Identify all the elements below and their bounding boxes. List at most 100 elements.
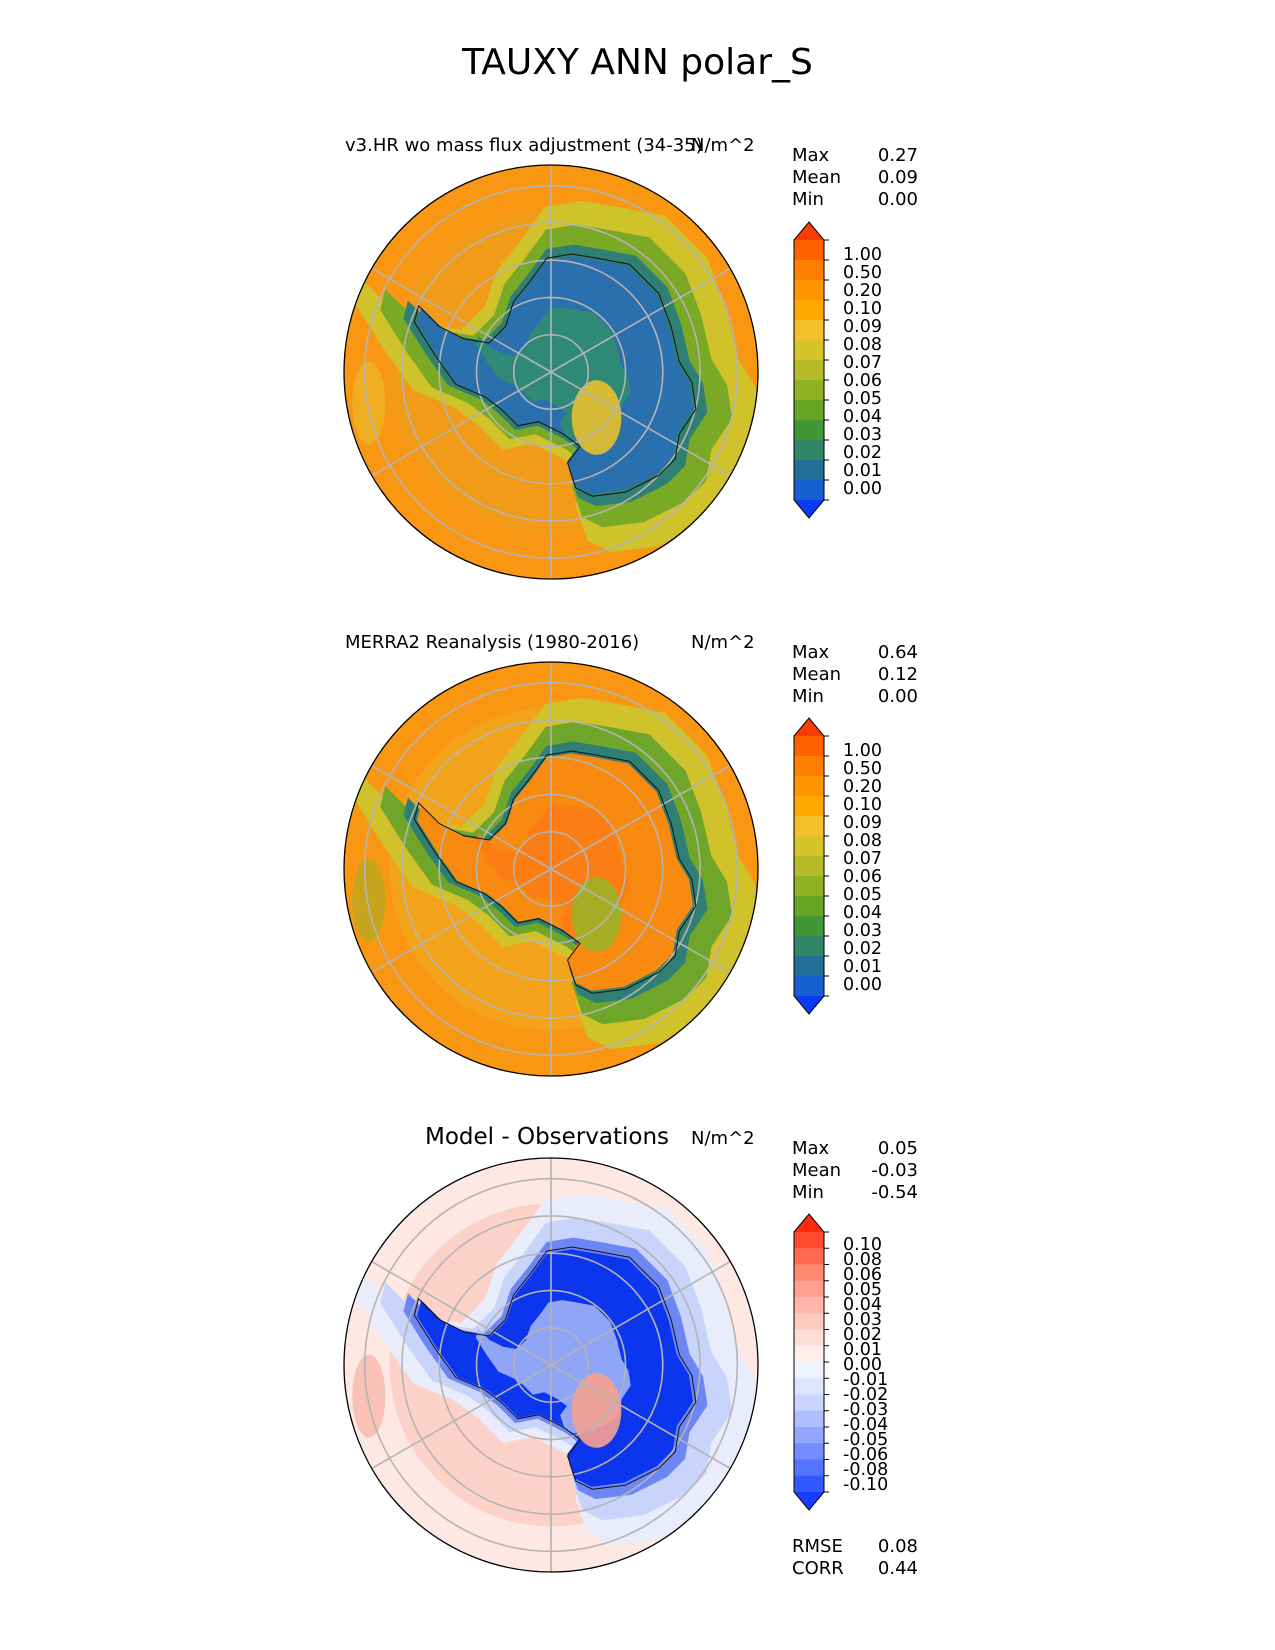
colorbar-segment: [794, 1459, 824, 1477]
stat-max-label: Max: [792, 642, 830, 663]
colorbar-tick: 0.10: [843, 299, 882, 319]
colorbar-segment: [794, 896, 824, 917]
colorbar-tick: 0.00: [843, 479, 882, 499]
colorbar-segment: [794, 876, 824, 897]
colorbar-tick: 0.06: [843, 1265, 882, 1285]
colorbar-tick: 1.00: [843, 741, 882, 761]
colorbar-segment: [794, 756, 824, 777]
colorbar-tick: 0.08: [843, 1250, 882, 1270]
colorbar-segment: [794, 1410, 824, 1428]
colorbar-segment: [794, 1475, 824, 1493]
polar-map-ref: [343, 661, 759, 1077]
stat-min-label: Min: [792, 1182, 824, 1203]
colorbar-segment: [794, 1280, 824, 1298]
colorbar-segment: [794, 1297, 824, 1314]
coastline: [413, 1246, 697, 1490]
coastline: [413, 253, 697, 497]
colorbar-tick: 0.50: [843, 263, 882, 283]
colorbar-tick: -0.04: [843, 1415, 889, 1435]
colorbar-segment: [794, 1329, 824, 1347]
colorbar-tick: 0.04: [843, 903, 882, 923]
colorbar-segment: [794, 936, 824, 957]
stat-min-value: 0.00: [877, 189, 918, 210]
stat-rmse-value: 0.08: [877, 1536, 918, 1557]
colorbar-segment: [794, 736, 824, 757]
panel-title: MERRA2 Reanalysis (1980-2016): [345, 632, 640, 653]
colorbar-segment: [794, 956, 824, 977]
colorbar-segment: [794, 1443, 824, 1460]
stat-rmse-label: RMSE: [792, 1536, 843, 1557]
colorbar-segment: [794, 360, 824, 381]
field-band: [352, 361, 386, 445]
colorbar-tick: 0.20: [843, 281, 882, 301]
colorbar-extend-min: [794, 1492, 824, 1510]
stat-min-value: 0.00: [877, 686, 918, 707]
meridian-line: [371, 1364, 552, 1470]
meridian-line: [371, 1260, 552, 1366]
field-band: [571, 380, 622, 455]
colorbar-segment: [794, 380, 824, 401]
colorbar-tick: 0.10: [843, 795, 882, 815]
colorbar-tick: 0.03: [843, 1310, 882, 1330]
colorbar-segment: [794, 440, 824, 461]
stat-max-value: 0.64: [877, 642, 918, 663]
colorbar-tick: 0.05: [843, 389, 882, 409]
colorbar-ref: [793, 717, 829, 1015]
colorbar-segment: [794, 240, 824, 261]
units-label: N/m^2: [691, 632, 755, 653]
colorbar-tick: 0.09: [843, 317, 882, 337]
meridian-line: [550, 868, 731, 974]
colorbar-tick: 0.05: [843, 885, 882, 905]
units-label: N/m^2: [691, 135, 755, 156]
colorbar-tick: 0.01: [843, 1340, 882, 1360]
stat-min-label: Min: [792, 189, 824, 210]
units-label: N/m^2: [691, 1128, 755, 1149]
meridian-line: [371, 868, 552, 974]
stat-mean-label: Mean: [792, 1160, 842, 1181]
meridian-line: [371, 371, 552, 477]
colorbar-segment: [794, 400, 824, 421]
meridian-line: [550, 371, 731, 477]
panel-title: Model - Observations: [425, 1124, 670, 1150]
colorbar-segment: [794, 320, 824, 341]
colorbar-tick: 0.00: [843, 1355, 882, 1375]
colorbar-segment: [794, 1378, 824, 1395]
colorbar-segment: [794, 916, 824, 937]
stat-max-label: Max: [792, 1138, 830, 1159]
stat-min-value: -0.54: [871, 1182, 918, 1203]
coastline: [413, 750, 697, 994]
field-band: [352, 858, 386, 942]
colorbar-extend-max: [794, 718, 824, 736]
colorbar-test: [793, 221, 829, 519]
colorbar-tick: -0.08: [843, 1460, 889, 1480]
stat-corr-value: 0.44: [877, 1558, 918, 1579]
colorbar-segment: [794, 816, 824, 837]
map-boundary: [343, 164, 759, 580]
colorbar-tick: 0.01: [843, 461, 882, 481]
colorbar-segment: [794, 796, 824, 817]
colorbar-extend-min: [794, 500, 824, 518]
colorbar-tick: 0.06: [843, 867, 882, 887]
stat-mean-value: 0.12: [877, 664, 918, 685]
colorbar-segment: [794, 1394, 824, 1412]
stat-corr-label: CORR: [792, 1558, 844, 1579]
colorbar-segment: [794, 1248, 824, 1265]
stat-max-label: Max: [792, 145, 830, 166]
colorbar-segment: [794, 1264, 824, 1282]
colorbar-tick: -0.10: [843, 1475, 889, 1495]
colorbar-tick: 0.03: [843, 425, 882, 445]
colorbar-tick: 0.04: [843, 407, 882, 427]
meridian-line: [550, 764, 731, 870]
colorbar-extend-min: [794, 996, 824, 1014]
stat-max-value: 0.05: [877, 1138, 918, 1159]
field-band: [571, 877, 622, 952]
meridian-line: [371, 267, 552, 373]
colorbar-segment: [794, 300, 824, 321]
colorbar-segment: [794, 340, 824, 361]
field-band: [571, 1373, 622, 1448]
meridian-line: [371, 764, 552, 870]
colorbar-segment: [794, 280, 824, 301]
colorbar-tick: 0.08: [843, 831, 882, 851]
colorbar-segment: [794, 260, 824, 281]
colorbar-segment: [794, 836, 824, 857]
